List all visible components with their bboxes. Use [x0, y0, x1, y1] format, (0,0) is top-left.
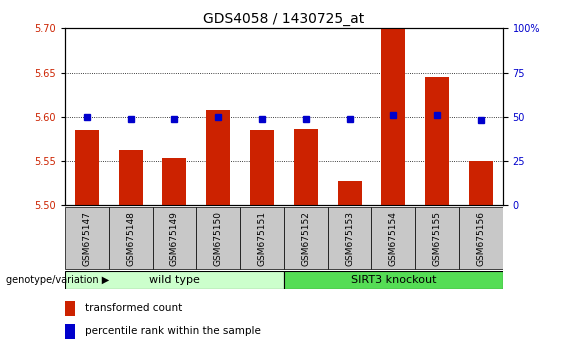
Text: wild type: wild type [149, 275, 200, 285]
Bar [108, 207, 153, 269]
Bar [425, 77, 449, 205]
Text: GSM675147: GSM675147 [82, 211, 92, 266]
Bar [162, 158, 186, 205]
Text: genotype/variation ▶: genotype/variation ▶ [6, 275, 109, 285]
Bar [206, 110, 231, 205]
Text: GSM675154: GSM675154 [389, 211, 398, 266]
Text: GSM675156: GSM675156 [476, 211, 485, 266]
Bar [65, 271, 284, 289]
Text: GSM675151: GSM675151 [258, 211, 267, 266]
Bar [381, 28, 406, 205]
Bar [65, 207, 109, 269]
Bar [415, 207, 459, 269]
Bar [337, 181, 362, 205]
Bar [372, 207, 415, 269]
Text: GSM675149: GSM675149 [170, 211, 179, 266]
Bar [240, 207, 284, 269]
Bar [284, 271, 503, 289]
Text: GSM675148: GSM675148 [126, 211, 135, 266]
Bar [459, 207, 503, 269]
Text: SIRT3 knockout: SIRT3 knockout [351, 275, 436, 285]
Bar [75, 130, 99, 205]
Bar [328, 207, 372, 269]
Bar [65, 301, 76, 316]
Text: GSM675153: GSM675153 [345, 211, 354, 266]
Bar [294, 129, 318, 205]
Bar [197, 207, 240, 269]
Bar [284, 207, 328, 269]
Bar [65, 324, 76, 339]
Bar [153, 207, 197, 269]
Text: percentile rank within the sample: percentile rank within the sample [85, 326, 260, 336]
Bar [250, 130, 274, 205]
Title: GDS4058 / 1430725_at: GDS4058 / 1430725_at [203, 12, 364, 26]
Bar [469, 161, 493, 205]
Bar [119, 150, 143, 205]
Text: GSM675155: GSM675155 [433, 211, 442, 266]
Text: transformed count: transformed count [85, 303, 182, 313]
Text: GSM675152: GSM675152 [301, 211, 310, 266]
Text: GSM675150: GSM675150 [214, 211, 223, 266]
